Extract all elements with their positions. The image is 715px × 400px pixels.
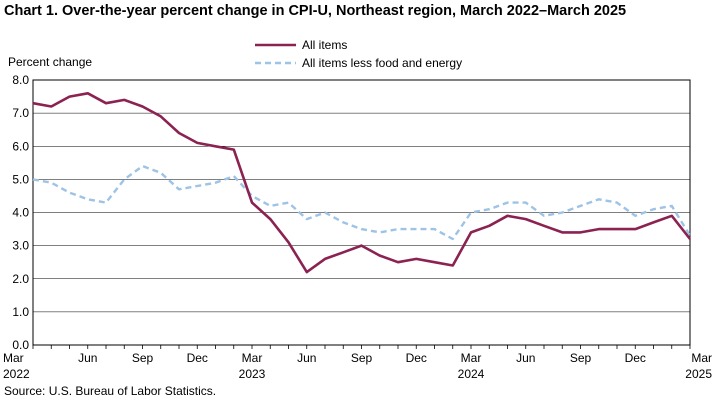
chart-title: Chart 1. Over-the-year percent change in… <box>4 3 627 19</box>
y-tick-label: 0.0 <box>12 338 29 352</box>
y-tick-label: 1.0 <box>12 305 29 319</box>
y-axis-label: Percent change <box>8 55 92 69</box>
x-tick-label: Sep <box>351 351 373 365</box>
x-tick-label: Dec <box>187 351 208 365</box>
x-tick-label: Jun <box>78 351 97 365</box>
series-line-all-items-less-food-and-energy <box>32 164 692 241</box>
x-tick-year-label: 2025 <box>685 367 712 381</box>
x-tick-label: Mar <box>3 351 24 365</box>
y-tick-label: 6.0 <box>12 139 29 153</box>
legend-label: All items <box>302 38 347 52</box>
y-tick-label: 7.0 <box>12 106 29 120</box>
x-tick-label: Mar <box>691 351 712 365</box>
x-tick-year-label: 2022 <box>3 367 30 381</box>
x-tick-year-label: 2023 <box>239 367 266 381</box>
x-tick-label: Jun <box>516 351 535 365</box>
source-note: Source: U.S. Bureau of Labor Statistics. <box>4 384 217 398</box>
x-tick-label: Mar <box>242 351 263 365</box>
x-tick-label: Sep <box>132 351 154 365</box>
x-tick-label: Sep <box>570 351 592 365</box>
y-tick-label: 8.0 <box>12 73 29 87</box>
y-tick-label: 3.0 <box>12 239 29 253</box>
y-tick-label: 4.0 <box>12 206 29 220</box>
legend-label: All items less food and energy <box>302 56 462 70</box>
x-tick-label: Mar <box>461 351 482 365</box>
x-tick-year-label: 2024 <box>458 367 485 381</box>
y-tick-label: 2.0 <box>12 272 29 286</box>
x-tick-label: Dec <box>406 351 427 365</box>
series-line-all-items <box>32 92 692 274</box>
x-tick-label: Jun <box>297 351 316 365</box>
x-tick-label: Dec <box>625 351 646 365</box>
y-tick-label: 5.0 <box>12 172 29 186</box>
